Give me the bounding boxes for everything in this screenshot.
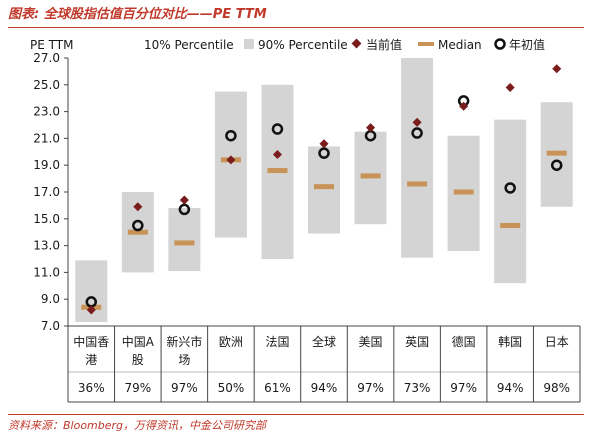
year-start-marker — [132, 219, 144, 232]
y-tick-label: 9.0 — [41, 292, 60, 306]
y-tick-label: 7.0 — [41, 319, 60, 333]
year-start-marker — [178, 203, 191, 216]
percentile-value-label: 97% — [357, 381, 384, 395]
percentile-band — [214, 91, 247, 238]
median-marker — [407, 181, 428, 187]
percentile-value-label: 98% — [543, 381, 570, 395]
legend-median-marker — [418, 42, 434, 46]
y-tick-label: 11.0 — [33, 265, 60, 279]
y-tick-label: 21.0 — [33, 131, 60, 145]
y-tick-label: 23.0 — [33, 105, 60, 119]
year-start-marker — [271, 123, 284, 135]
current-marker — [459, 101, 469, 111]
category-label: 场 — [178, 353, 190, 367]
year-start-marker — [411, 127, 423, 139]
percentile-value-label: 94% — [311, 381, 338, 395]
legend-current-marker — [351, 38, 362, 49]
percentile-value-label: 94% — [497, 381, 524, 395]
median-marker — [127, 229, 148, 235]
median-marker — [267, 168, 288, 174]
year-start-marker — [550, 159, 563, 171]
chart-title: 图表: 全球股指估值百分位对比——PE TTM — [8, 3, 584, 28]
year-start-marker — [318, 147, 330, 159]
median-marker — [314, 184, 334, 190]
percentile-value-label: 61% — [264, 381, 291, 395]
legend-p10-swatch — [130, 39, 140, 49]
category-label: 法国 — [265, 335, 289, 349]
y-tick-label: 19.0 — [33, 158, 60, 172]
percentile-bands — [75, 58, 573, 322]
category-label: 新兴市 — [166, 334, 202, 349]
percentile-value-label: 79% — [124, 381, 151, 395]
y-tick-label: 17.0 — [33, 185, 60, 199]
current-marker — [366, 123, 376, 133]
current-marker — [552, 64, 562, 74]
percentile-value-label: 97% — [171, 381, 198, 395]
y-axis-label: PE TTM — [30, 38, 73, 52]
percentile-value-label: 73% — [404, 381, 431, 395]
legend-median-label: Median — [438, 38, 482, 52]
category-label: 中国A — [122, 334, 155, 349]
median-marker — [453, 189, 474, 195]
legend-p90-swatch — [244, 39, 254, 49]
category-label: 股 — [132, 353, 144, 367]
median-marker — [360, 173, 381, 179]
category-label: 欧洲 — [219, 335, 243, 349]
percentile-band — [494, 119, 527, 284]
year-start-marker — [504, 182, 516, 194]
category-label: 全球 — [312, 334, 336, 349]
legend-year-start-marker — [494, 38, 506, 50]
y-tick-label: 27.0 — [33, 51, 60, 65]
current-marker — [226, 155, 236, 165]
current-marker — [86, 305, 96, 315]
percentile-value-label: 97% — [450, 381, 477, 395]
legend-current-label: 当前值 — [366, 37, 402, 52]
category-label: 日本 — [545, 335, 569, 349]
category-label: 韩国 — [498, 334, 522, 349]
percentile-band — [168, 208, 201, 272]
category-label: 德国 — [452, 334, 476, 349]
category-label: 港 — [85, 353, 97, 367]
percentile-band — [308, 146, 340, 234]
current-marker — [179, 195, 189, 205]
legend-p10-label: 10% Percentile — [144, 38, 234, 52]
current-marker — [412, 117, 422, 127]
percentile-band — [401, 58, 434, 258]
legend: 10% Percentile 90% Percentile 当前值 Median… — [130, 37, 545, 52]
median-marker — [546, 150, 567, 156]
y-tick-label: 13.0 — [33, 239, 60, 253]
current-marker — [505, 82, 515, 93]
category-label: 美国 — [359, 335, 383, 349]
y-tick-label: 25.0 — [33, 78, 60, 92]
percentile-value-label: 50% — [218, 381, 245, 395]
axes: 7.0 9.0 11.0 13.0 15.0 17.0 19.0 21.0 23.0 25.0 27… — [33, 51, 580, 333]
year-start-marker — [225, 129, 237, 142]
legend-p90-label: 90% Percentile — [258, 38, 348, 52]
legend-year-start-label: 年初值 — [509, 37, 545, 52]
category-label: 中国香 — [73, 334, 109, 349]
y-tick-label: 15.0 — [33, 212, 60, 226]
median-marker — [500, 223, 521, 228]
percentile-value-label: 36% — [78, 381, 105, 395]
median-marker — [174, 240, 195, 246]
source-note: 资料来源：Bloomberg，万得资讯，中金公司研究部 — [8, 414, 584, 437]
category-label: 英国 — [405, 335, 429, 349]
